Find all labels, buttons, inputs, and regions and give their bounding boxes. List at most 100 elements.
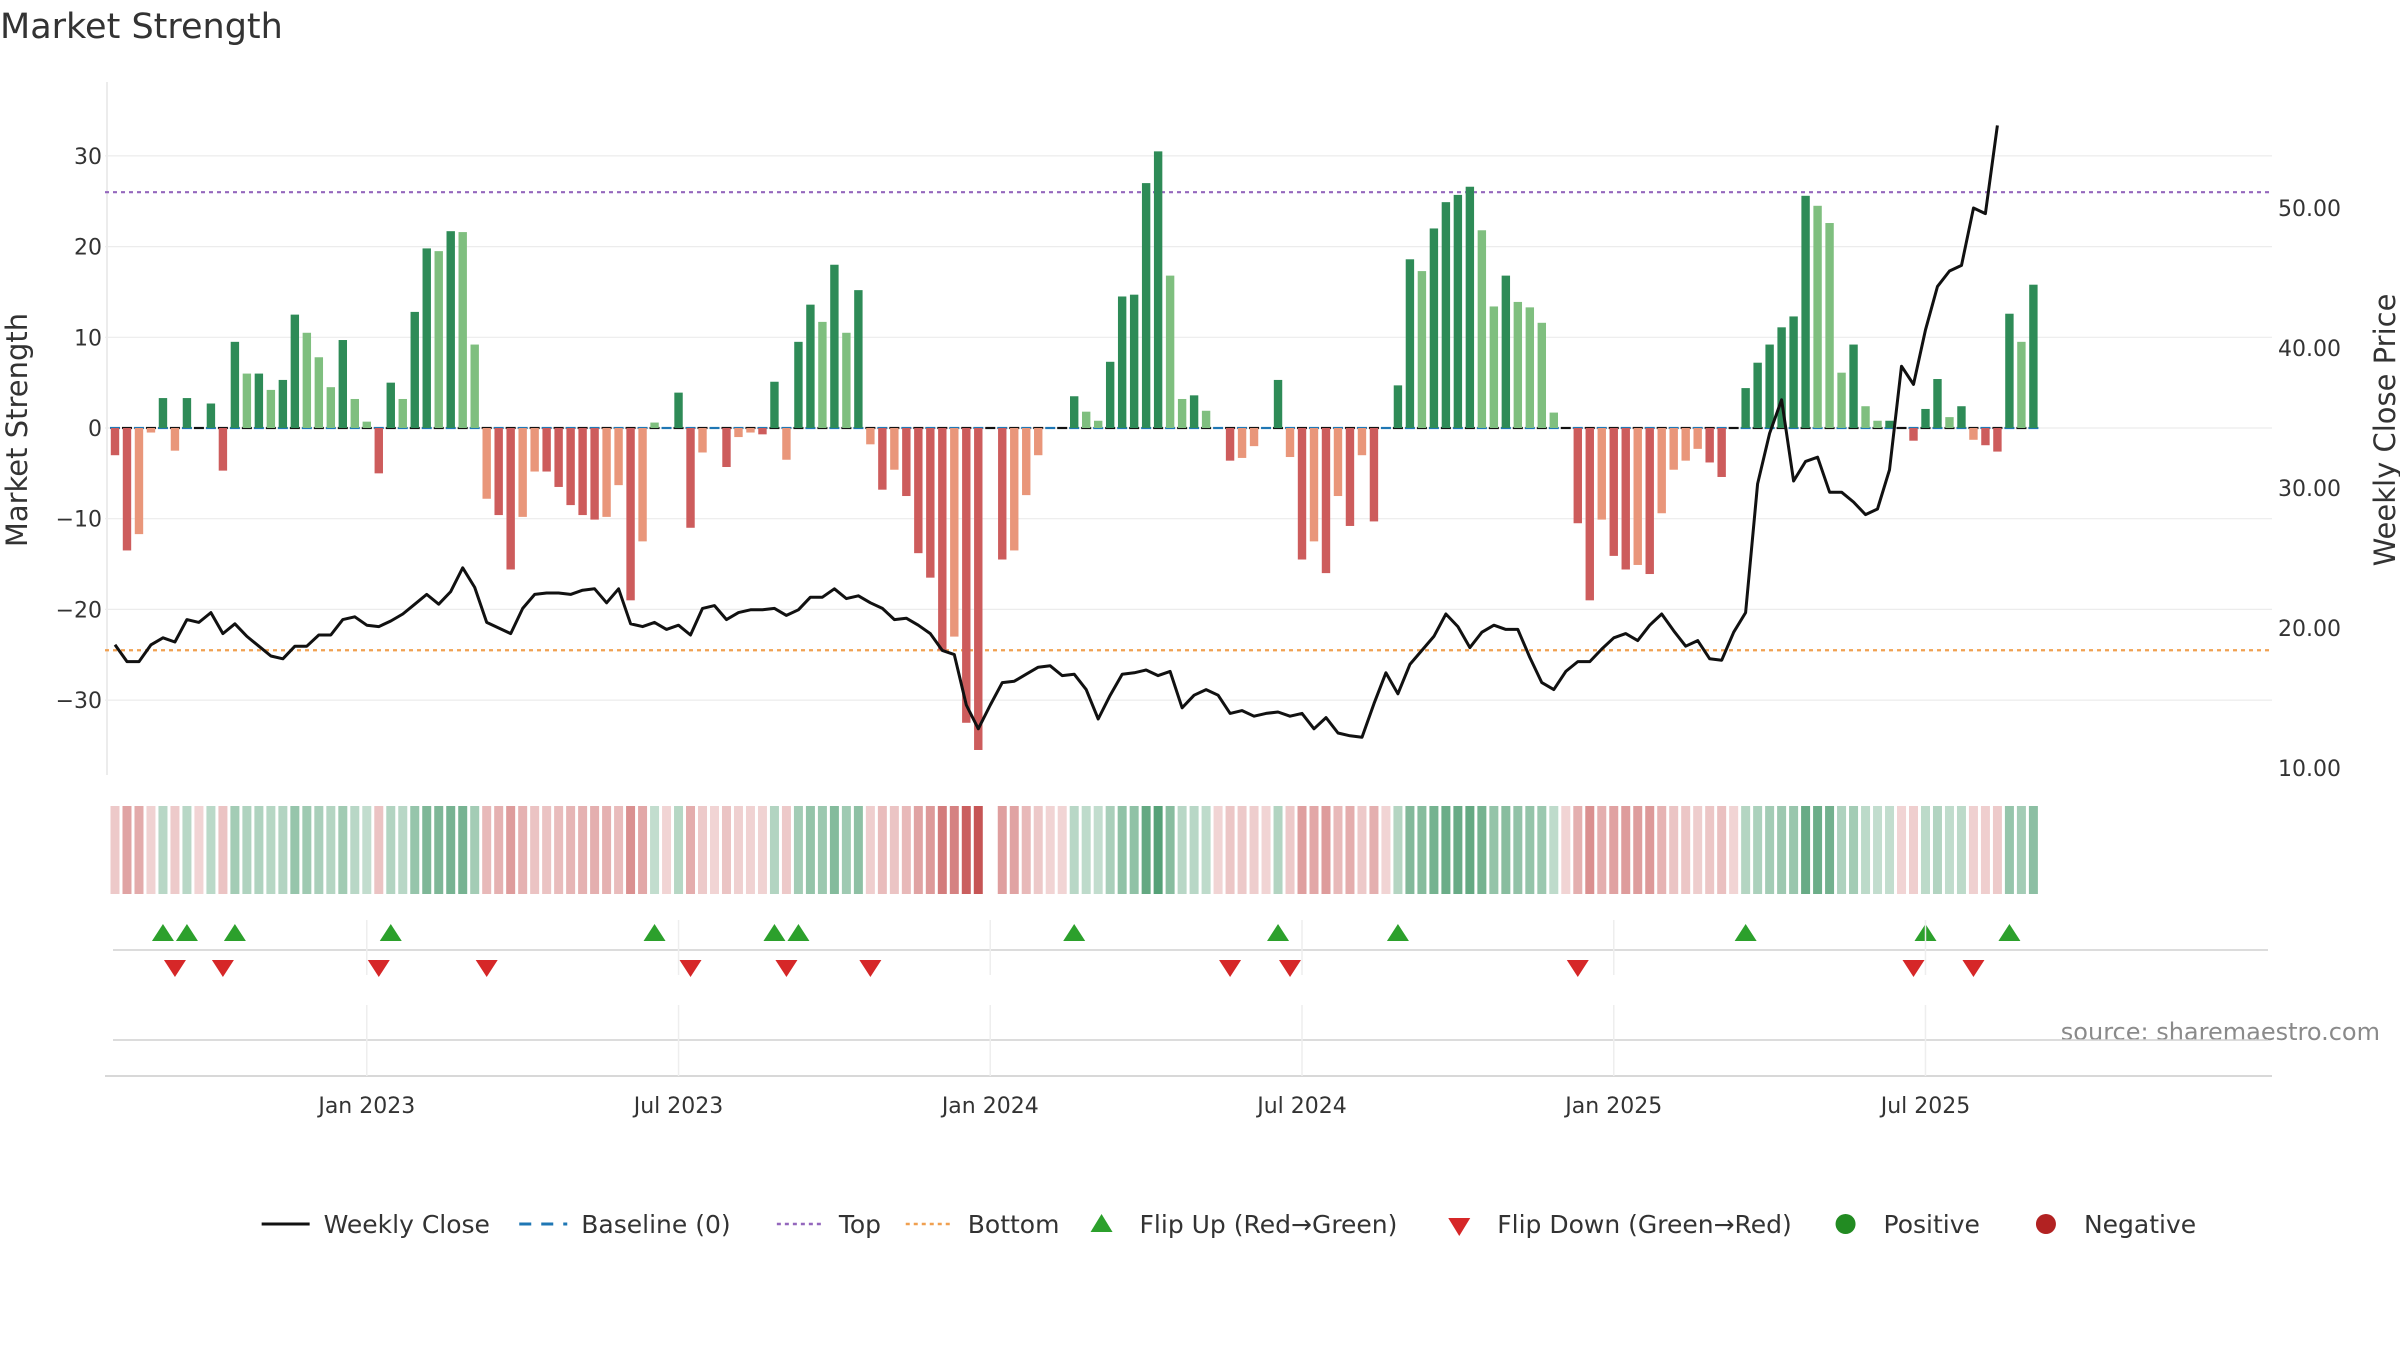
- heat-cell: [1189, 806, 1199, 894]
- heat-cell: [158, 806, 168, 894]
- strength-bar: [1201, 410, 1211, 428]
- strength-bar: [1585, 428, 1594, 601]
- strength-bar: [1861, 406, 1870, 428]
- heat-cell: [1705, 806, 1715, 894]
- strength-bar: [1249, 428, 1259, 447]
- strength-bar: [1645, 428, 1654, 575]
- heat-cell: [698, 806, 708, 894]
- flip-up-marker: [763, 924, 786, 941]
- strength-bar: [386, 382, 395, 428]
- strength-bar: [110, 428, 120, 456]
- heat-cell: [889, 806, 899, 894]
- heat-cell: [194, 806, 204, 894]
- legend-swatch: [1448, 1218, 1471, 1236]
- strength-bar: [1177, 398, 1187, 428]
- heat-cell: [1633, 806, 1643, 894]
- strength-bar: [650, 422, 659, 428]
- strength-bar: [242, 373, 252, 428]
- heat-cell: [1513, 806, 1523, 894]
- heat-cell: [1765, 806, 1775, 894]
- heat-cell: [386, 806, 396, 894]
- strength-bar: [674, 392, 683, 428]
- heat-cell: [578, 806, 588, 894]
- heat-cell: [662, 806, 672, 894]
- heat-cell: [1249, 806, 1259, 894]
- strength-bar: [554, 428, 563, 487]
- strength-bar: [1153, 151, 1163, 429]
- heat-cell: [1861, 806, 1871, 894]
- heat-cell: [410, 806, 420, 894]
- date-tick-label: Jul 2023: [632, 1094, 724, 1119]
- strength-bar: [626, 428, 635, 601]
- heat-cell: [1165, 806, 1175, 894]
- heat-cell: [1453, 806, 1463, 894]
- axis-ticks: −30 −20 −10 0 10 20 30 10.00 20.00 30.00 40.00 50.0…: [56, 145, 2341, 782]
- strength-bar: [734, 428, 743, 438]
- heat-cell: [1609, 806, 1619, 894]
- left-tick-label: −30: [56, 689, 102, 714]
- heat-cell: [326, 806, 336, 894]
- heat-cell: [1849, 806, 1859, 894]
- heat-cell: [638, 806, 648, 894]
- strength-bar: [590, 428, 599, 520]
- right-axis-label: Weekly Close Price: [2368, 294, 2400, 567]
- heat-cell: [1441, 806, 1451, 894]
- heat-cell: [1261, 806, 1271, 894]
- heat-cell: [1561, 806, 1571, 894]
- heat-cell: [1920, 806, 1930, 894]
- strength-bar: [518, 428, 527, 517]
- heat-cell: [1549, 806, 1559, 894]
- strength-bar: [1693, 428, 1702, 449]
- strength-bar: [722, 428, 731, 468]
- heat-cell: [674, 806, 684, 894]
- strength-bar: [1034, 428, 1043, 456]
- strength-bar: [698, 428, 707, 453]
- heat-cell: [1021, 806, 1031, 894]
- strength-bar: [1621, 428, 1630, 570]
- heat-cell: [1117, 806, 1127, 894]
- heat-cell: [218, 806, 228, 894]
- strength-bar: [1237, 428, 1247, 458]
- date-axis: Jan 2023 Jul 2023 Jan 2024 Jul 2024 Jan 2025…: [105, 920, 2272, 1119]
- flip-down-marker: [1566, 960, 1589, 977]
- strength-bar: [1405, 259, 1415, 428]
- heat-cell: [1177, 806, 1187, 894]
- strength-bar: [614, 428, 623, 486]
- strength-bar: [218, 428, 228, 471]
- strength-bar: [494, 428, 503, 516]
- heat-cell: [841, 806, 851, 894]
- heat-cell: [1741, 806, 1751, 894]
- heat-cell: [1333, 806, 1343, 894]
- heat-cell: [206, 806, 216, 894]
- strength-bar: [1489, 306, 1499, 428]
- strength-bar: [1549, 412, 1558, 428]
- strength-bar: [1993, 428, 2002, 452]
- heat-cell: [1465, 806, 1475, 894]
- legend-label: Top: [838, 1210, 881, 1239]
- heat-cell: [1717, 806, 1727, 894]
- heat-cell: [829, 806, 839, 894]
- legend-label: Bottom: [968, 1210, 1060, 1239]
- heat-cell: [1057, 806, 1067, 894]
- strength-bar: [530, 428, 539, 472]
- strength-bar: [278, 379, 288, 428]
- flip-up-marker: [643, 924, 666, 941]
- strength-bar: [2005, 313, 2014, 428]
- heat-cell: [1789, 806, 1799, 894]
- strength-bar: [1105, 361, 1115, 428]
- left-axis-label: Market Strength: [0, 313, 34, 547]
- heat-cell: [901, 806, 911, 894]
- strength-bar: [290, 314, 300, 428]
- right-tick-label: 50.00: [2278, 197, 2341, 222]
- strength-bar: [1657, 428, 1666, 514]
- strength-bar: [1297, 428, 1307, 560]
- flip-up-marker: [1386, 924, 1409, 941]
- heat-cell: [973, 806, 983, 894]
- strength-bar: [770, 381, 779, 428]
- heat-cell: [1105, 806, 1115, 894]
- heat-cell: [877, 806, 887, 894]
- strength-bar: [938, 428, 947, 651]
- heat-cell: [1381, 806, 1391, 894]
- right-tick-label: 10.00: [2278, 757, 2341, 782]
- right-tick-label: 20.00: [2278, 617, 2341, 642]
